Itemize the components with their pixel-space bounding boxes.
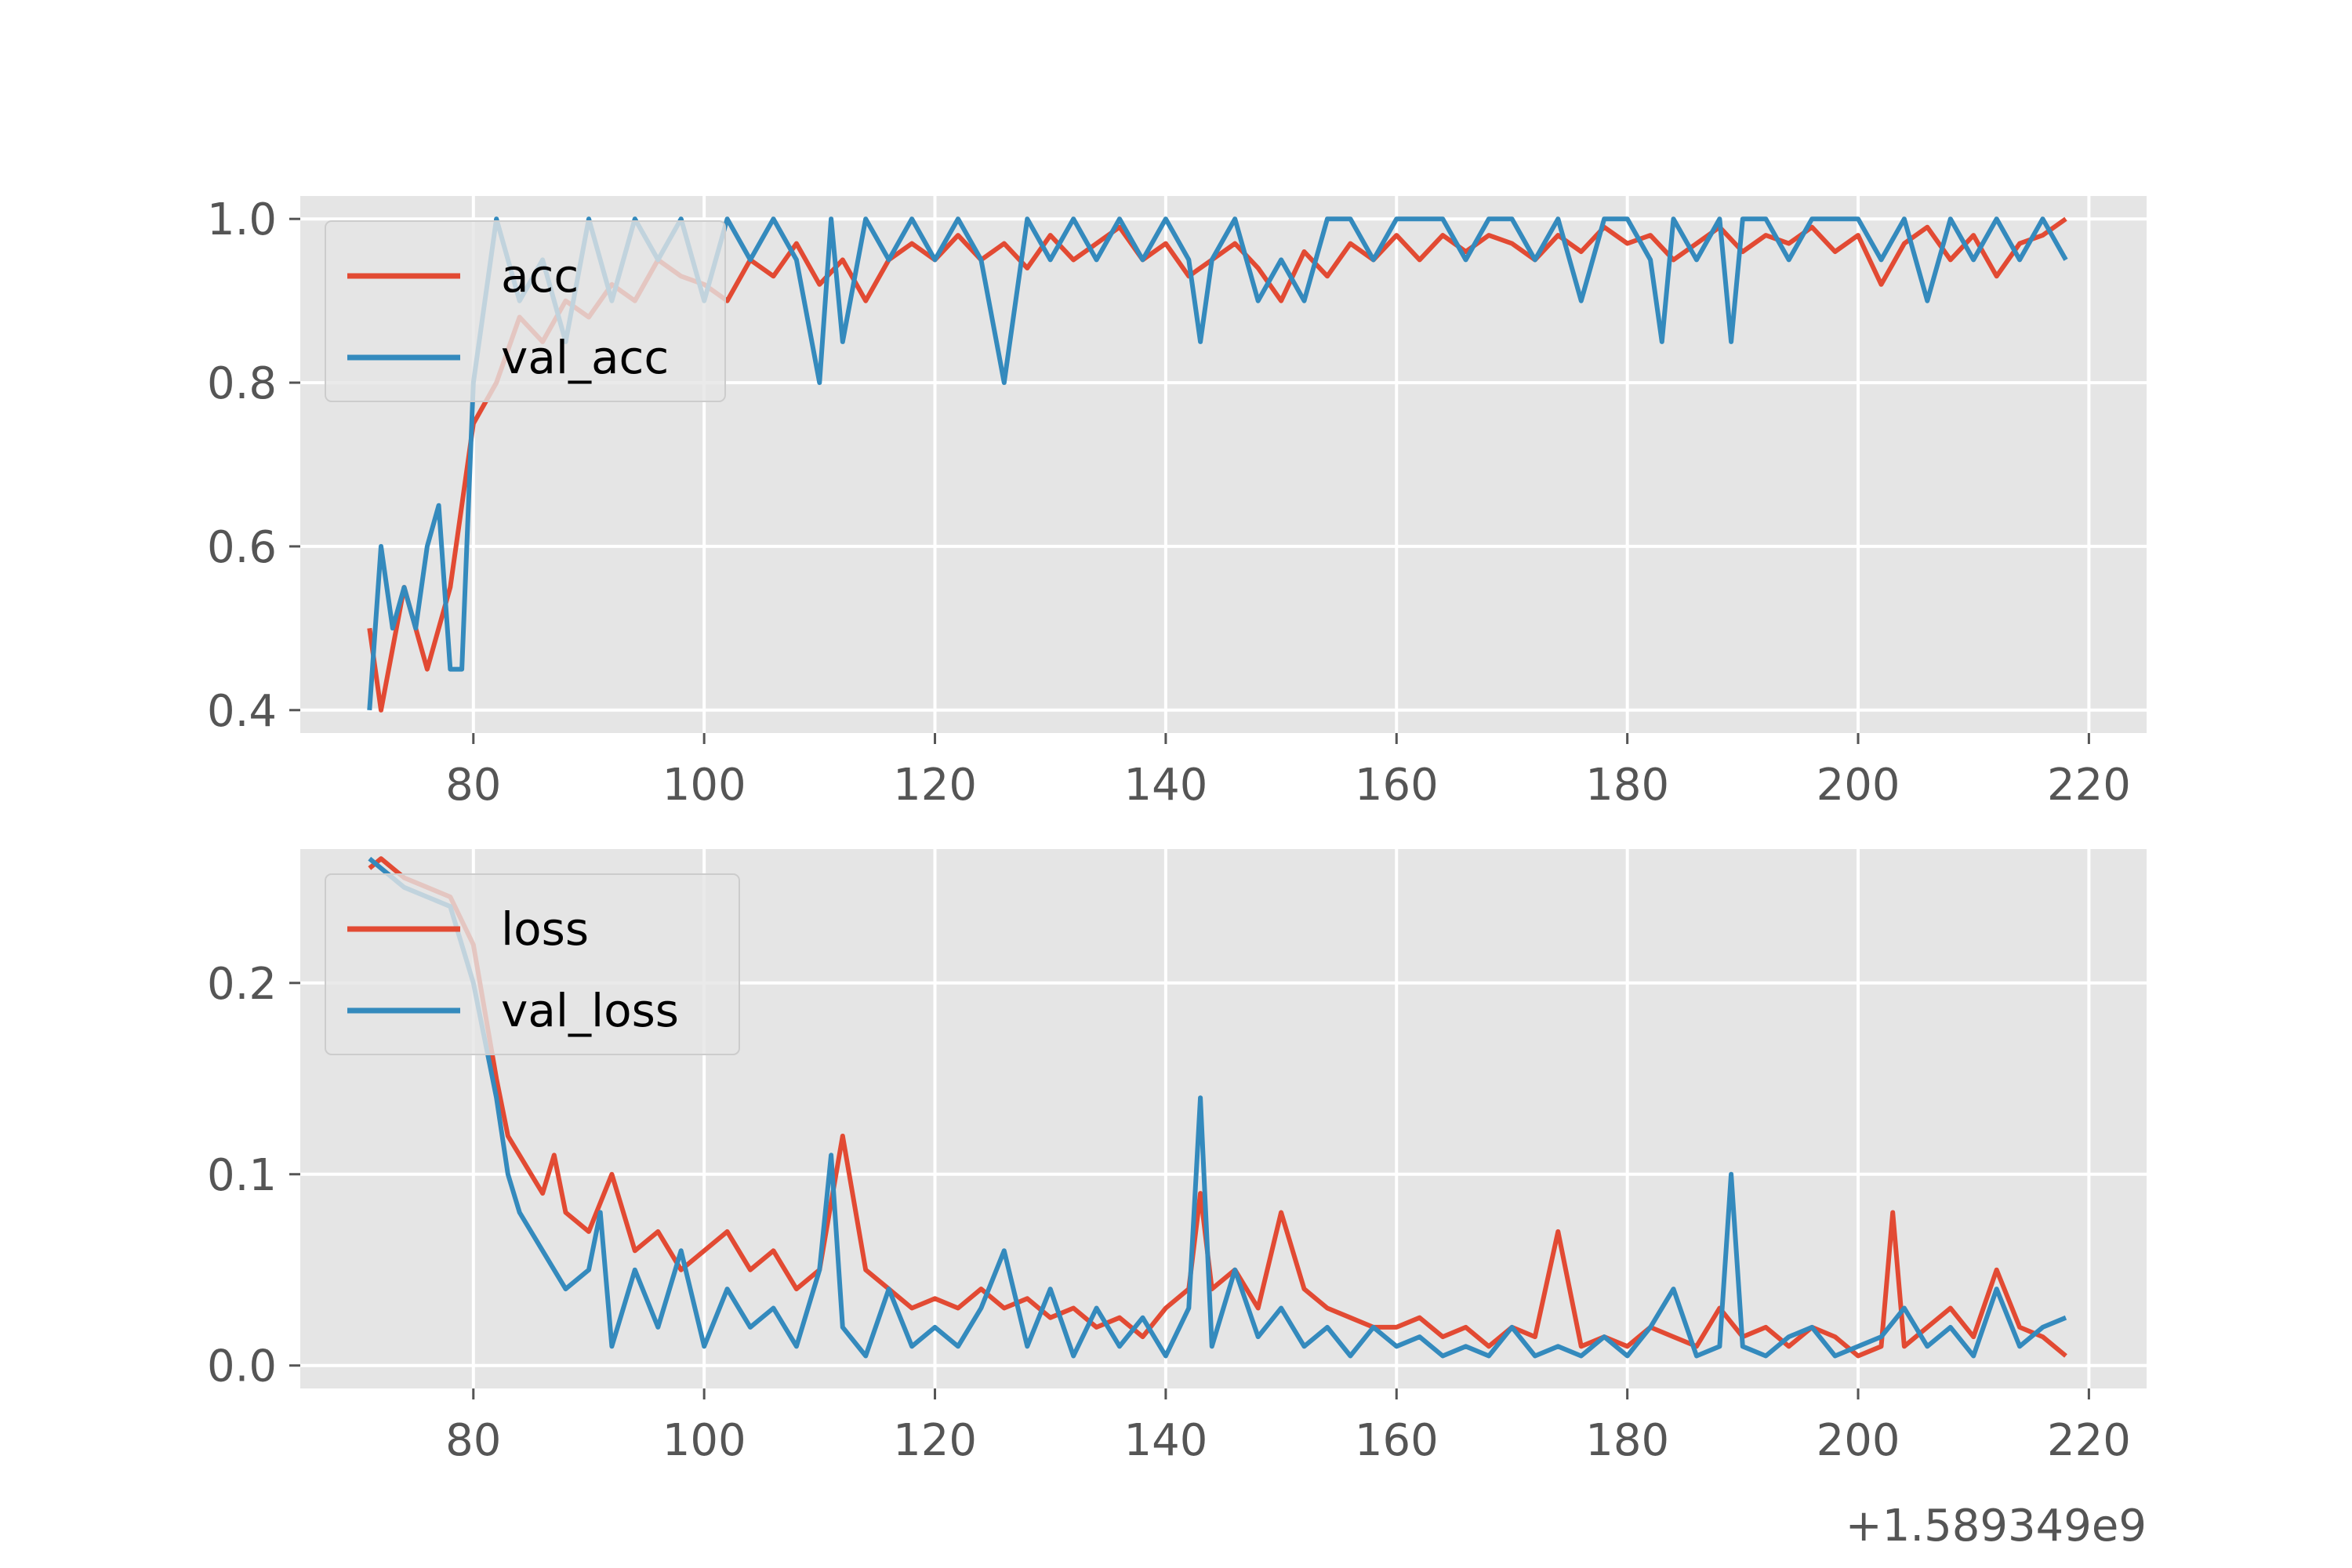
x-tick-label: 200 (1817, 760, 1900, 811)
x-tick-label: 120 (893, 760, 977, 811)
x-tick-label: 80 (445, 760, 501, 811)
x-tick-label: 100 (662, 760, 746, 811)
legend-label-loss: loss (501, 902, 589, 956)
loss-subplot: 80 100 120 140 160 180 200 220 0.0 0.1 0.2 loss val_… (207, 849, 2147, 1466)
legend-label-val_acc: val_acc (501, 331, 669, 384)
x-tick-label: 140 (1123, 760, 1207, 811)
x-tick-label: 220 (2047, 760, 2131, 811)
y-tick-label: 0.0 (207, 1341, 277, 1392)
y-tick-label: 1.0 (207, 194, 277, 245)
x-tick-label: 140 (1123, 1415, 1207, 1466)
x-tick-label: 160 (1355, 760, 1439, 811)
x-tick-label: 180 (1585, 760, 1669, 811)
x-axis-offset-label: +1.589349e9 (1846, 1501, 2147, 1552)
x-tick-label: 120 (893, 1415, 977, 1466)
y-tick-label: 0.2 (207, 959, 277, 1010)
x-tick-label: 200 (1817, 1415, 1900, 1466)
x-tick-label: 100 (662, 1415, 746, 1466)
x-tick-label: 160 (1355, 1415, 1439, 1466)
accuracy-subplot: 80 100 120 140 160 180 200 220 0.4 0.6 0.8 1.0 acc va… (207, 194, 2147, 811)
x-tick-label: 80 (445, 1415, 501, 1466)
y-tick-label: 0.8 (207, 358, 277, 409)
series-line-val_loss (368, 856, 2067, 1359)
y-tick-label: 0.1 (207, 1150, 277, 1201)
legend: acc val_acc (325, 220, 726, 402)
legend-label-acc: acc (501, 249, 579, 303)
x-tick-label: 180 (1585, 1415, 1669, 1466)
y-tick-label: 0.4 (207, 686, 277, 737)
y-tick-label: 0.6 (207, 522, 277, 573)
legend-label-val_loss: val_loss (501, 984, 679, 1037)
legend: loss val_loss (325, 873, 740, 1055)
x-tick-label: 220 (2047, 1415, 2131, 1466)
